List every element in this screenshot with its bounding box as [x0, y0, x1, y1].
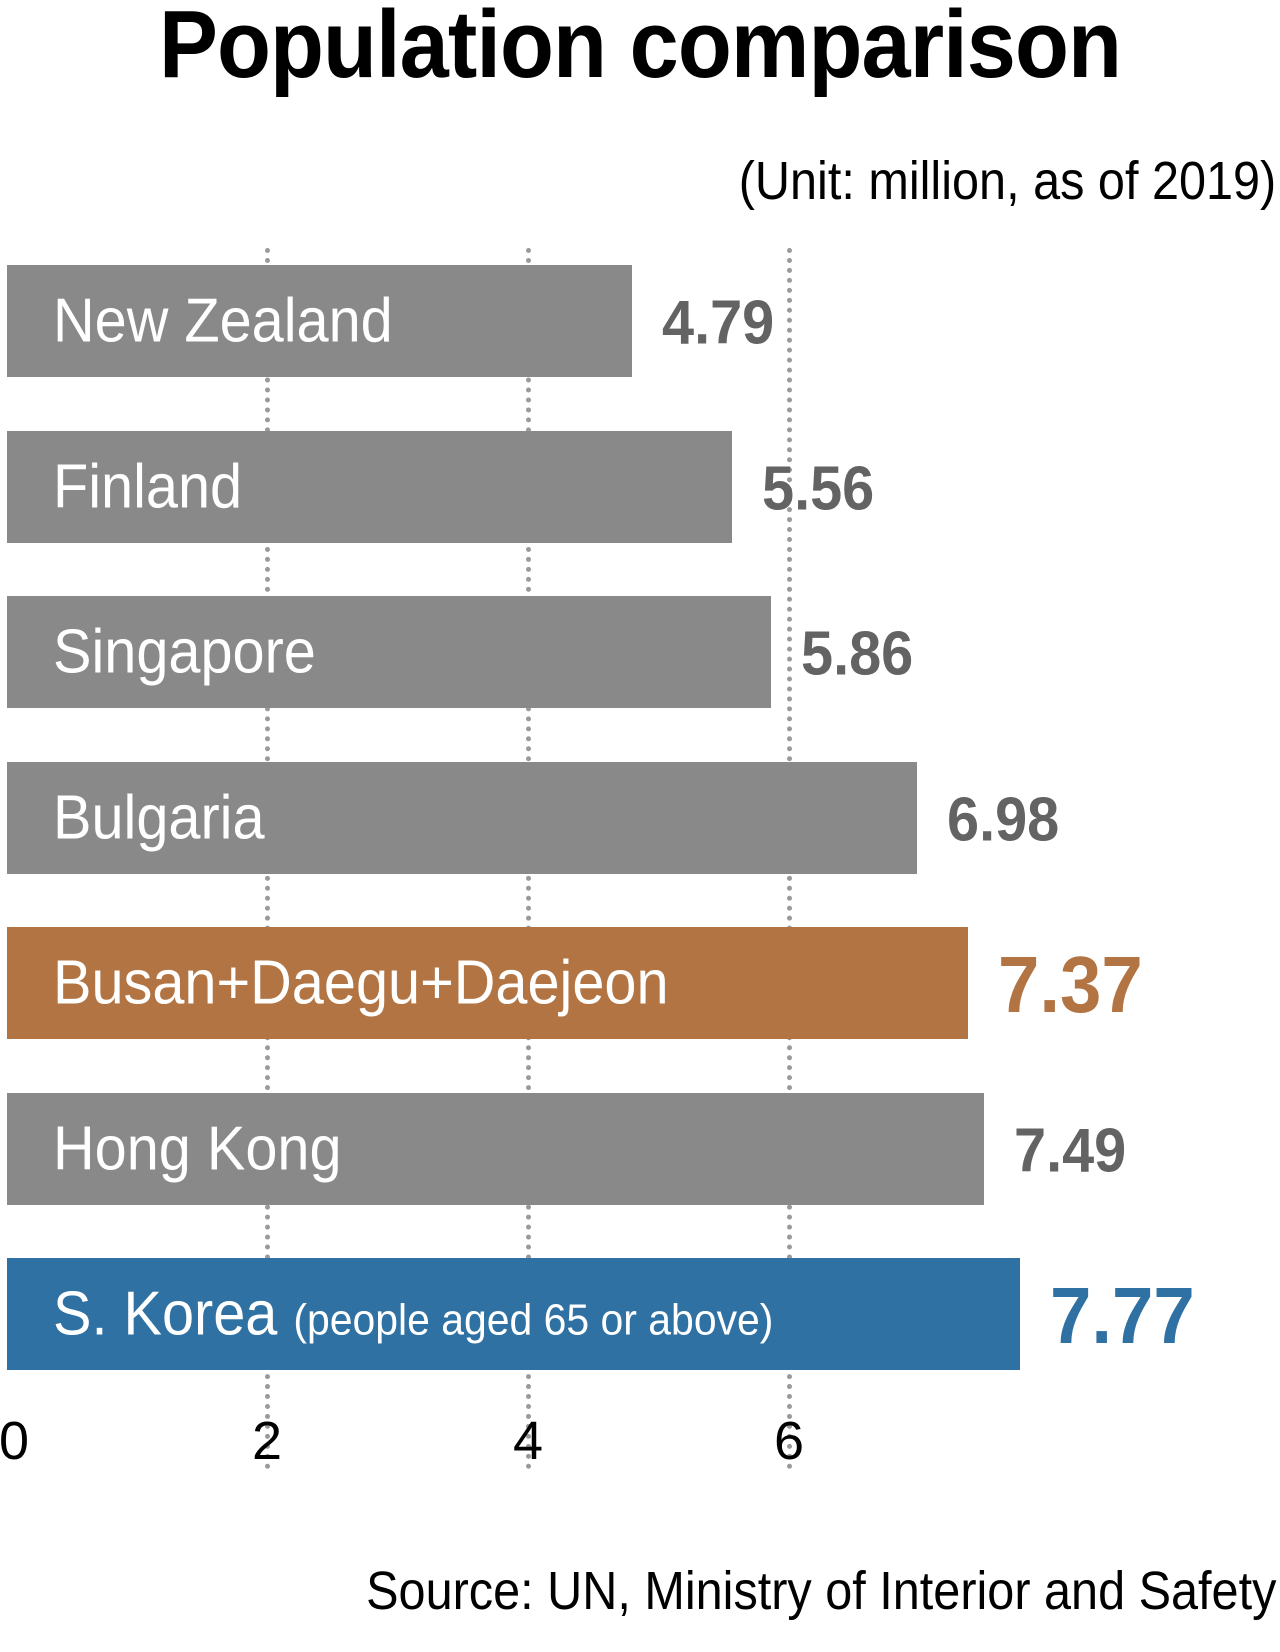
bar-value: 5.56 [762, 454, 875, 523]
x-tick-6: 6 [773, 1411, 805, 1471]
bar-label: Busan+Daegu+Daejeon [53, 948, 669, 1019]
bar: New Zealand [7, 265, 632, 377]
bar: Singapore [7, 596, 772, 708]
bar-label: Finland [53, 451, 242, 522]
bar-category: Finland [53, 452, 243, 521]
unit-note: (Unit: million, as of 2019) [738, 151, 1276, 211]
bar-value: 7.77 [1050, 1271, 1196, 1360]
bar-value: 4.79 [661, 288, 774, 358]
bar-category: New Zealand [53, 286, 393, 356]
bar-value: 6.98 [947, 785, 1060, 854]
bar-category: S. Korea [53, 1279, 278, 1349]
x-tick-4: 4 [512, 1411, 544, 1471]
bar-category: Hong Kong [53, 1114, 342, 1183]
bar-label: Singapore [53, 617, 316, 688]
bar: Bulgaria [7, 761, 918, 874]
x-tick-0: 0 [0, 1411, 30, 1471]
bar-label: Hong Kong [53, 1113, 342, 1184]
chart-title: Population comparison [158, 0, 1122, 98]
bar: Finland [7, 430, 733, 543]
bar: Busan+Daegu+Daejeon [7, 927, 969, 1039]
bar-value: 7.37 [998, 940, 1143, 1029]
bar: Hong Kong [7, 1092, 984, 1205]
bar-category: Busan+Daegu+Daejeon [53, 948, 669, 1018]
bar-category: Bulgaria [53, 783, 265, 852]
bar-category: Singapore [53, 617, 316, 687]
bar-label: S. Korea (people aged 65 or above) [53, 1279, 773, 1350]
source-note: Source: UN, Ministry of Interior and Saf… [365, 1561, 1276, 1621]
bar-value: 7.49 [1013, 1116, 1126, 1185]
bar-value: 5.86 [801, 619, 914, 689]
bar-label: New Zealand [53, 286, 393, 357]
bar-category-note: (people aged 65 or above) [293, 1295, 774, 1345]
x-tick-2: 2 [251, 1411, 283, 1471]
bar-label: Bulgaria [53, 782, 265, 853]
bar: S. Korea (people aged 65 or above) [7, 1258, 1021, 1370]
